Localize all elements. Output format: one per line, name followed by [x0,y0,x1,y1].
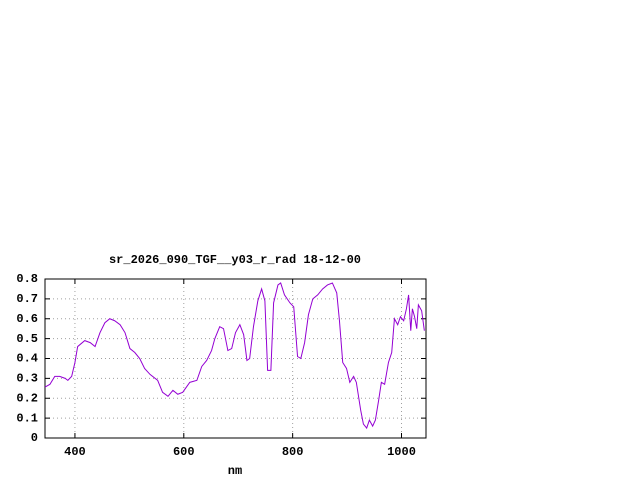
y-tick-label: 0.3 [16,372,38,386]
x-tick-label: 600 [173,445,195,459]
y-tick-label: 0.1 [16,411,38,425]
x-tick-label: 800 [282,445,304,459]
chart-title: sr_2026_090_TGF__y03_r_rad 18-12-00 [109,253,361,267]
y-tick-label: 0.7 [16,292,38,306]
y-tick-label: 0.8 [16,272,38,286]
x-tick-label: 400 [64,445,86,459]
x-tick-label: 1000 [387,445,416,459]
data-line [44,282,425,430]
y-tick-label: 0 [31,431,38,445]
y-tick-label: 0.6 [16,312,38,326]
y-tick-label: 0.2 [16,391,38,405]
x-axis-label: nm [228,464,242,478]
y-tick-label: 0.4 [16,352,38,366]
plot-border [44,278,427,439]
y-tick-label: 0.5 [16,332,38,346]
